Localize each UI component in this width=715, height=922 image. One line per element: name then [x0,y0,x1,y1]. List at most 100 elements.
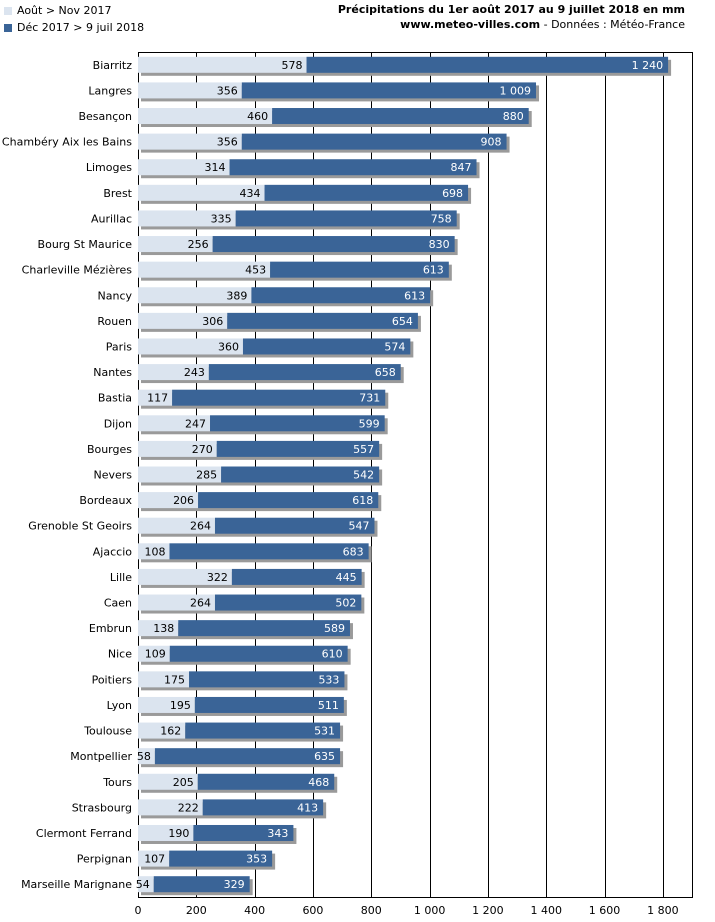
data-label-series1: 264 [190,597,211,610]
category-label: Brest [103,187,132,200]
data-label-series2: 610 [322,648,343,661]
bar-series2 [153,876,250,893]
data-label-series1: 453 [245,264,266,277]
category-label: Perpignan [77,853,132,866]
bar-series1 [138,415,211,432]
data-label-series2: 758 [431,212,452,225]
x-tick-label: 0 [135,904,142,917]
category-label: Marseille Marignane [21,878,132,891]
bar-series1 [138,748,155,765]
bar-series1 [138,440,217,457]
data-label-series1: 314 [205,161,226,174]
bar-series2 [231,568,362,585]
category-label: Poitiers [92,673,133,686]
category-label: Nice [108,648,132,661]
category-label: Nevers [93,469,132,482]
category-label: Chambéry Aix les Bains [2,136,132,149]
chart-source-line: www.meteo-villes.com - Données : Météo-F… [338,17,685,32]
x-tick-label: 800 [361,904,382,917]
category-label: Embrun [89,622,132,635]
data-label-series1: 162 [160,725,181,738]
bar-series2 [197,773,335,790]
legend-item-series1: Août > Nov 2017 [4,2,144,19]
legend-swatch-series2 [4,23,12,32]
data-label-series2: 589 [324,622,345,635]
bar-series2 [306,56,669,73]
chart-title: Précipitations du 1er août 2017 au 9 jui… [337,3,685,16]
bar-series2 [210,415,385,432]
data-source: - Données : Météo-France [540,18,685,31]
bar-series1 [138,696,195,713]
bar-series1 [138,824,194,841]
bar-series1 [138,620,179,637]
category-label: Toulouse [83,725,132,738]
bar-series1 [138,773,198,790]
category-label: Clermont Ferrand [36,827,132,840]
data-label-series2: 635 [314,750,335,763]
bar-series1 [138,389,173,406]
data-label-series2: 880 [503,110,524,123]
data-label-series1: 578 [282,59,303,72]
category-label: Ajaccio [93,545,132,558]
bar-series1 [138,108,273,125]
legend-item-series2: Déc 2017 > 9 juil 2018 [4,19,144,36]
data-label-series1: 243 [184,366,205,379]
legend-label-series1: Août > Nov 2017 [17,4,112,17]
legend-swatch-series1 [4,6,12,15]
data-label-series1: 58 [137,750,151,763]
bar-series2 [229,159,477,176]
bar-series2 [270,261,449,278]
data-label-series1: 356 [217,136,238,149]
category-label: Bourges [87,443,132,456]
data-label-series1: 306 [202,315,223,328]
chart-header: Précipitations du 1er août 2017 au 9 jui… [338,2,685,32]
bar-series2 [198,492,379,509]
bar-series1 [138,210,236,227]
bar-series1 [138,287,252,304]
bar-series1 [138,236,213,253]
x-tick-label: 1 200 [472,904,504,917]
category-label: Caen [104,597,132,610]
data-label-series1: 195 [170,699,191,712]
data-label-series2: 547 [348,520,369,533]
bar-series1 [138,876,154,893]
data-label-series1: 108 [144,545,165,558]
category-label: Nancy [98,289,133,302]
category-label: Langres [88,84,132,97]
category-label: Bastia [98,392,132,405]
data-label-series1: 107 [144,853,165,866]
category-label: Montpellier [70,750,132,763]
data-label-series2: 574 [384,340,405,353]
data-label-series1: 322 [207,571,228,584]
bar-series2 [169,645,348,662]
data-label-series2: 329 [224,878,245,891]
data-label-series2: 542 [353,469,374,482]
bar-series2 [242,338,411,355]
category-label: Besançon [78,110,132,123]
data-label-series2: 557 [353,443,374,456]
bar-series2 [227,312,418,329]
data-label-series2: 654 [392,315,413,328]
bar-series1 [138,56,307,73]
data-label-series2: 599 [359,417,380,430]
data-label-series2: 698 [442,187,463,200]
bar-series1 [138,82,242,99]
bar-series1 [138,159,230,176]
data-label-series1: 206 [173,494,194,507]
data-label-series1: 175 [164,673,185,686]
data-label-series2: 847 [451,161,472,174]
data-label-series1: 117 [147,392,168,405]
bar-series1 [138,517,215,534]
data-label-series2: 731 [359,392,380,405]
x-tick-label: 1 000 [414,904,446,917]
category-label: Limoges [86,161,132,174]
bar-series1 [138,568,232,585]
data-label-series1: 460 [247,110,268,123]
data-label-series1: 270 [192,443,213,456]
data-label-series1: 434 [240,187,261,200]
bar-series2 [235,210,457,227]
data-label-series2: 511 [318,699,339,712]
data-label-series2: 445 [336,571,357,584]
bar-series2 [212,236,455,253]
